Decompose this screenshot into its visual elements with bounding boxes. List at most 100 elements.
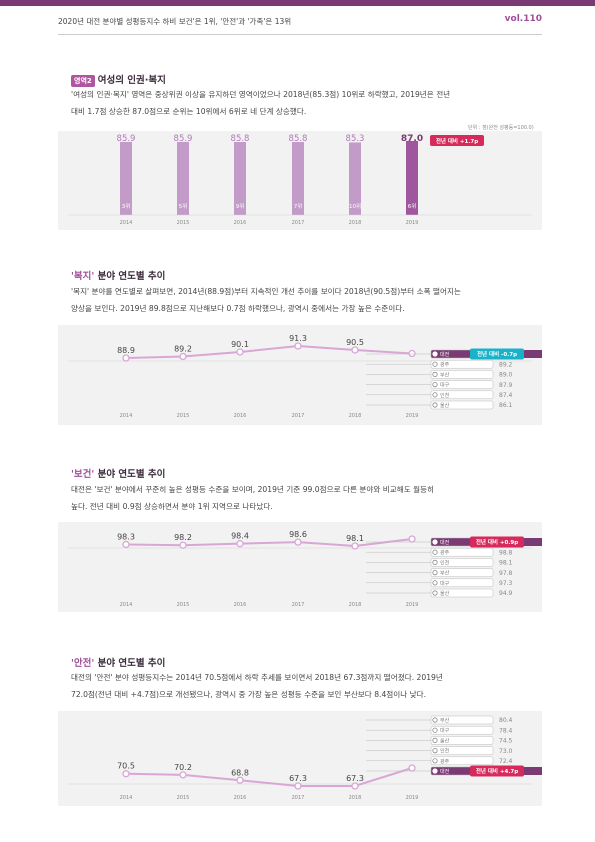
data-point [294, 782, 302, 790]
bar-value-label: 85.9 [174, 134, 193, 144]
point-value-label: 70.5 [117, 762, 135, 771]
change-badge-label: 전년 대비 +0.9p [476, 538, 518, 546]
data-point [236, 776, 244, 784]
section1-paragraph: '여성의 인권·복지' 영역은 중상위권 이상을 유지하던 영역이었으나 201… [71, 86, 543, 120]
data-point [179, 352, 187, 361]
region-label-box [430, 558, 494, 567]
region-name: 광주 [440, 758, 450, 765]
bar-rank-label: 9위 [236, 202, 245, 210]
header-divider [58, 34, 542, 35]
bar-value-label: 85.8 [289, 134, 308, 144]
region-name: 광주 [440, 549, 450, 556]
region-name: 부산 [440, 717, 450, 724]
region-marker-icon [432, 361, 438, 367]
section3-title-text: 분야 연도별 추이 [94, 469, 166, 480]
point-value-label: 98.4 [231, 532, 249, 541]
region-name: 부산 [440, 371, 450, 378]
region-value: 72.4 [499, 758, 513, 765]
region-label-box [430, 568, 494, 577]
chart3-panel: 98.3 2014 98.2 2015 98.4 2016 98.6 2017 98.1 2018… [58, 522, 543, 612]
section2-title-quote: '복지' [71, 271, 95, 282]
region-value: 98.1 [499, 560, 513, 567]
region-name: 대구 [440, 382, 450, 389]
chart1-bar-chart: 85.9 3위 2014 85.9 5위 2015 85.8 9위 2016 85.8 7위 2017… [68, 134, 532, 226]
bar-value-label: 85.9 [117, 134, 136, 144]
region-name: 인천 [440, 559, 450, 566]
section2-para-line1: '복지' 분야를 연도별로 살펴보면, 2014년(88.9점)부터 지속적인 … [71, 287, 461, 296]
header-title: 2020년 대전 분야별 성평등지수 하비 보건'은 1위, '안전'과 '가족… [58, 17, 292, 26]
section2-title-text: 분야 연도별 추이 [94, 271, 166, 282]
x-tick-label: 2016 [234, 795, 247, 801]
region-marker-icon [432, 747, 438, 754]
point-value-label: 90.5 [346, 338, 364, 347]
section1-unit: 단위 : 점(완전 성평등=100.0) [468, 125, 534, 131]
data-point [236, 348, 244, 356]
chart2-panel: 88.9 2014 89.2 2015 90.1 2016 91.3 2017 90.5 2018… [58, 325, 543, 425]
change-badge [470, 765, 524, 777]
region-label-box [430, 400, 494, 410]
region-value: 94.9 [499, 590, 513, 597]
point-value-label: 67.3 [346, 774, 364, 783]
bar [120, 141, 132, 215]
region-label-box [430, 756, 494, 766]
x-tick-label: 2014 [120, 220, 133, 226]
section3-title: '보건' 분야 연도별 추이 [71, 466, 165, 480]
series-line [125, 538, 413, 548]
x-tick-label: 2019 [406, 220, 419, 226]
bar [406, 141, 418, 215]
data-point [122, 540, 130, 549]
chart4-line-chart: 70.5 2014 70.2 2015 68.8 2016 67.3 2017 67.3 2018… [68, 715, 543, 801]
region-value: 74.5 [499, 738, 513, 745]
region-value: 73.0 [499, 748, 513, 755]
change-badge [430, 135, 484, 146]
bar-rank-label: 3위 [122, 202, 131, 210]
region-value: 87.9 [499, 382, 513, 389]
section1-title-text: 여성의 인권·복지 [97, 75, 166, 86]
data-point [294, 538, 302, 546]
x-tick-label: 2015 [177, 795, 190, 801]
data-point [408, 764, 416, 772]
series-line [125, 344, 413, 359]
region-label-box [430, 715, 494, 725]
top-accent-bar [0, 0, 595, 6]
x-tick-label: 2018 [349, 220, 362, 226]
x-tick-label: 2017 [292, 220, 305, 226]
bar-rank-label: 7위 [294, 202, 303, 210]
section4-para-line2: 72.0점(전년 대비 +4.7점)으로 개선됐으나, 광역시 중 가장 높은 … [71, 690, 427, 699]
region-marker-icon [432, 758, 438, 764]
point-value-label: 98.6 [289, 530, 307, 539]
region-value: 78.4 [499, 727, 513, 734]
series-line [125, 767, 413, 787]
region-marker-icon [432, 351, 438, 357]
change-badge-label: 전년 대비 +1.7p [436, 137, 478, 145]
x-tick-label: 2015 [177, 413, 190, 419]
bar-value-label: 85.3 [346, 134, 365, 144]
x-tick-label: 2016 [234, 602, 247, 608]
x-tick-label: 2015 [177, 220, 190, 226]
region-label-box [430, 359, 494, 369]
bar [177, 141, 189, 215]
x-tick-label: 2019 [406, 795, 419, 801]
section1-badge: 영역2 [71, 75, 95, 87]
chart4-panel: 70.5 2014 70.2 2015 68.8 2016 67.3 2017 67.3 2018… [58, 711, 543, 806]
bar-value-label: 87.0 [401, 134, 423, 144]
region-label-box [430, 547, 494, 557]
data-point [351, 346, 359, 354]
region-marker-icon [432, 580, 438, 586]
change-badge [470, 536, 524, 548]
volume-number: vol.110 [504, 14, 542, 24]
region-marker-icon [432, 717, 438, 723]
region-marker-icon [432, 569, 438, 576]
data-point [294, 342, 302, 350]
region-marker-icon [432, 381, 438, 388]
chart2-line-chart: 88.9 2014 89.2 2015 90.1 2016 91.3 2017 90.5 2018… [68, 334, 543, 419]
section4-para-line1: 대전의 '안전' 분야 성평등지수는 2014년 70.5점에서 하락 추세를 … [71, 673, 443, 682]
x-tick-label: 2018 [349, 413, 362, 419]
section2-title: '복지' 분야 연도별 추이 [71, 268, 165, 282]
region-marker-icon [432, 392, 438, 398]
bar-rank-label: 5위 [179, 202, 188, 210]
section4-title: '안전' 분야 연도별 추이 [71, 655, 165, 669]
x-tick-label: 2019 [406, 413, 419, 419]
section3-title-quote: '보건' [71, 469, 95, 480]
x-tick-label: 2017 [292, 413, 305, 419]
